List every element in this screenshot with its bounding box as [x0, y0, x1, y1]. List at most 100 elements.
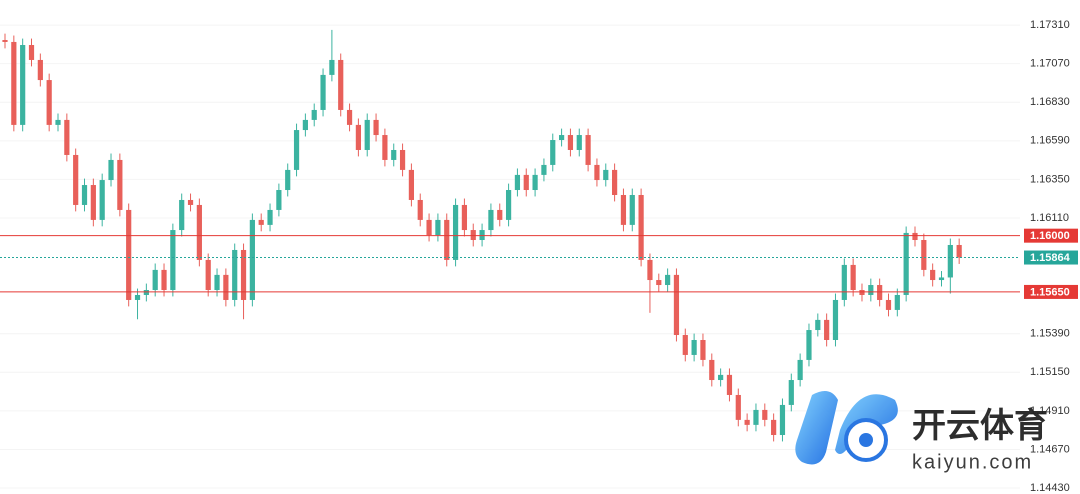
- candle-body: [205, 259, 211, 291]
- y-tick-label: 1.16830: [1030, 96, 1070, 108]
- candle-body: [921, 240, 927, 270]
- watermark: 开云体育 kaiyun.com: [795, 391, 1048, 473]
- candle-body: [55, 119, 61, 125]
- candle-body: [479, 230, 485, 241]
- candle-body: [824, 319, 830, 340]
- candle-body: [81, 185, 88, 205]
- candle-body: [37, 59, 43, 81]
- candle-body: [885, 299, 892, 310]
- logo-ball-patch: [859, 433, 873, 447]
- candle-body: [108, 159, 114, 181]
- candle-body: [117, 159, 123, 210]
- candle-body: [541, 164, 547, 175]
- candle-body: [815, 319, 821, 331]
- candle-body: [452, 204, 459, 260]
- y-tick-label: 1.14670: [1030, 443, 1070, 455]
- candle-body: [567, 135, 574, 150]
- candle-body: [426, 219, 432, 236]
- price-label: 1.15650: [1024, 284, 1078, 299]
- candle-body: [364, 119, 370, 150]
- candle-body: [912, 232, 918, 241]
- candle-body: [240, 249, 247, 300]
- candle-body: [841, 264, 847, 300]
- y-tick-label: 1.16590: [1030, 135, 1070, 147]
- candle-body: [594, 164, 600, 181]
- y-tick-label: 1.17310: [1030, 19, 1070, 31]
- candle-body: [532, 174, 538, 191]
- candle-body: [576, 135, 582, 150]
- candle-body: [806, 330, 812, 360]
- candle-body: [877, 285, 883, 300]
- candle-body: [435, 219, 441, 236]
- candle-body: [603, 169, 609, 181]
- candle-body: [99, 180, 105, 220]
- candle-body: [938, 277, 945, 281]
- candle-body: [797, 359, 803, 381]
- candle-body: [161, 269, 167, 291]
- candle-body: [399, 149, 406, 170]
- candle-body: [126, 209, 132, 300]
- candle-body: [2, 40, 8, 42]
- candle-body: [656, 280, 662, 286]
- candle-body: [832, 299, 839, 340]
- candle-body: [293, 130, 300, 170]
- candle-body: [382, 135, 388, 160]
- candle-body: [320, 74, 326, 110]
- candle-body: [249, 219, 255, 300]
- logo-k: [795, 391, 838, 465]
- candle-body: [373, 119, 379, 136]
- candle-body: [709, 359, 715, 381]
- price-label-text: 1.15864: [1030, 252, 1071, 264]
- candle-body: [612, 169, 618, 195]
- candle-body: [276, 190, 282, 210]
- candle-body: [718, 374, 724, 381]
- candle-body: [947, 244, 953, 278]
- candle-body: [355, 124, 361, 150]
- candle-body: [134, 294, 141, 300]
- site: kaiyun.com: [912, 451, 1033, 473]
- candle-body: [28, 45, 35, 60]
- y-tick-label: 1.16110: [1030, 212, 1069, 224]
- y-tick-label: 1.15150: [1030, 366, 1070, 378]
- candle-body: [497, 209, 503, 220]
- candle-body: [214, 274, 220, 291]
- candle-body: [232, 249, 238, 300]
- y-tick-label: 1.14430: [1030, 482, 1070, 494]
- candle-body: [505, 190, 512, 220]
- candle-body: [470, 230, 476, 241]
- candle-body: [753, 409, 759, 425]
- candle-body: [700, 339, 706, 360]
- candle-body: [196, 204, 202, 260]
- candle-body: [771, 419, 777, 436]
- candle-body: [788, 380, 794, 405]
- candle-body: [665, 274, 671, 286]
- candle-body: [223, 274, 229, 300]
- candle-body: [152, 269, 158, 291]
- candle-body: [620, 194, 627, 225]
- candle-body: [550, 140, 556, 165]
- candle-body: [779, 404, 786, 436]
- candle-body: [143, 290, 149, 295]
- price-label: 1.16000: [1024, 228, 1078, 243]
- price-label-text: 1.15650: [1030, 286, 1070, 298]
- candle-body: [64, 119, 70, 155]
- candle-body: [408, 169, 415, 200]
- candle-body: [930, 269, 936, 281]
- candle-body: [744, 419, 750, 425]
- price-label-text: 1.16000: [1030, 230, 1070, 242]
- price-label: 1.15864: [1024, 250, 1078, 265]
- price-label-box: [1024, 284, 1078, 299]
- candle-body: [285, 169, 291, 191]
- candle-body: [894, 294, 900, 310]
- candle-body: [461, 204, 468, 231]
- price-label-box: [1024, 228, 1078, 243]
- y-tick-label: 1.14910: [1030, 405, 1070, 417]
- candle-body: [20, 45, 26, 125]
- candle-body: [267, 209, 273, 225]
- candle-body: [735, 394, 741, 420]
- candle-body: [488, 209, 494, 231]
- candle-body: [868, 285, 874, 295]
- candle-body: [673, 274, 680, 336]
- candle-body: [762, 409, 768, 420]
- candle-body: [523, 174, 529, 191]
